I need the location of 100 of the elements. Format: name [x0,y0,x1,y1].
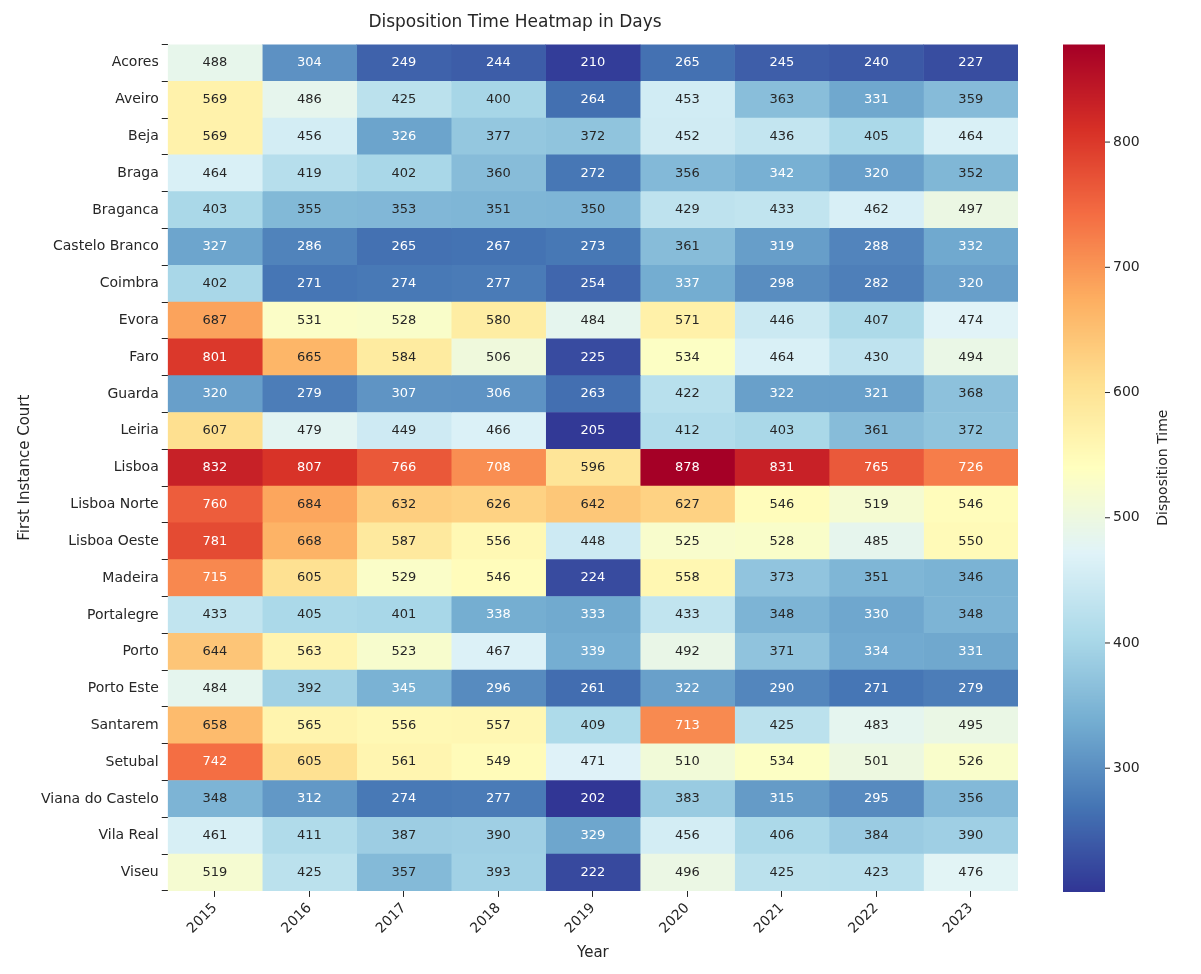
data-label: 271 [863,679,889,695]
data-label: 321 [863,385,889,401]
data-label: 561 [391,753,417,769]
data-label: 263 [580,385,606,401]
data-label: 244 [485,54,511,70]
data-label: 453 [674,90,700,106]
data-label: 326 [391,127,417,143]
data-label: 355 [297,201,322,217]
data-label: 423 [863,863,889,879]
data-label: 483 [863,716,889,732]
data-label: 296 [485,679,511,695]
y-tick-label: Acores [111,53,159,70]
data-label: 392 [297,679,322,695]
data-label: 486 [297,90,322,106]
y-tick-label: Porto [122,642,159,659]
data-label: 361 [863,422,889,438]
data-label: 405 [297,606,322,622]
data-label: 556 [391,716,417,732]
data-label: 363 [769,90,795,106]
data-label: 528 [769,532,795,548]
data-label: 523 [391,643,417,659]
data-label: 346 [958,569,984,585]
data-label: 497 [958,201,984,217]
data-label: 274 [391,275,417,291]
data-label: 353 [391,201,417,217]
data-label: 274 [391,790,417,806]
data-label: 277 [485,790,511,806]
data-label: 484 [580,311,606,327]
data-label: 320 [958,275,984,291]
data-label: 361 [674,238,700,254]
data-label: 288 [863,238,889,254]
data-label: 430 [863,348,889,364]
data-label: 471 [580,753,606,769]
color-bar-title: Disposition Time [1153,409,1170,526]
data-label: 644 [202,643,228,659]
data-label: 227 [958,54,984,70]
data-label: 422 [674,385,700,401]
data-label: 456 [297,127,322,143]
color-bar-label: 400 [1113,633,1140,650]
data-label: 765 [863,459,889,475]
data-label: 519 [863,495,889,511]
data-label: 348 [202,790,228,806]
data-label: 372 [580,127,606,143]
data-label: 488 [202,54,228,70]
y-tick-label: Viseu [120,863,159,880]
data-label: 546 [485,569,511,585]
y-tick-label: Santarem [90,715,159,732]
data-label: 345 [391,679,417,695]
data-label: 403 [202,201,228,217]
data-label: 668 [297,532,322,548]
data-label: 322 [769,385,795,401]
data-label: 510 [674,753,700,769]
data-label: 467 [485,643,511,659]
data-label: 419 [297,164,322,180]
data-label: 359 [958,90,984,106]
y-tick-label: Vila Real [98,826,159,843]
data-label: 452 [674,127,700,143]
data-label: 402 [202,275,228,291]
data-label: 563 [297,643,322,659]
data-label: 584 [391,348,417,364]
data-label: 331 [958,643,984,659]
data-label: 596 [580,459,606,475]
data-label: 330 [863,606,889,622]
data-label: 393 [485,863,511,879]
data-label: 476 [958,863,984,879]
data-label: 713 [674,716,700,732]
data-label: 371 [769,643,795,659]
data-label: 390 [485,827,511,843]
data-label: 272 [580,164,606,180]
data-label: 315 [769,790,795,806]
data-label: 240 [863,54,889,70]
data-label: 501 [863,753,889,769]
data-label: 605 [297,753,322,769]
data-label: 342 [769,164,795,180]
data-label: 357 [391,863,417,879]
y-tick-label: Beja [128,127,159,144]
data-label: 519 [202,863,228,879]
data-label: 642 [580,495,606,511]
data-label: 304 [297,54,322,70]
data-label: 202 [580,790,606,806]
y-tick-label: Faro [129,347,159,364]
data-label: 506 [485,348,511,364]
color-bar-label: 300 [1113,758,1140,775]
data-label: 224 [580,569,606,585]
y-tick-label: Lisboa [113,458,159,475]
data-label: 831 [769,459,795,475]
data-label: 425 [769,863,795,879]
data-label: 348 [769,606,795,622]
data-label: 320 [202,385,228,401]
data-label: 333 [580,606,606,622]
y-tick-label: Coimbra [99,274,159,291]
data-label: 298 [769,275,795,291]
y-tick-label: Guarda [107,384,159,401]
data-label: 429 [674,201,700,217]
data-label: 492 [674,643,700,659]
data-label: 464 [769,348,795,364]
data-label: 448 [580,532,606,548]
data-label: 464 [958,127,984,143]
y-tick-label: Leiria [120,421,159,438]
y-tick-label: Portalegre [86,605,159,622]
